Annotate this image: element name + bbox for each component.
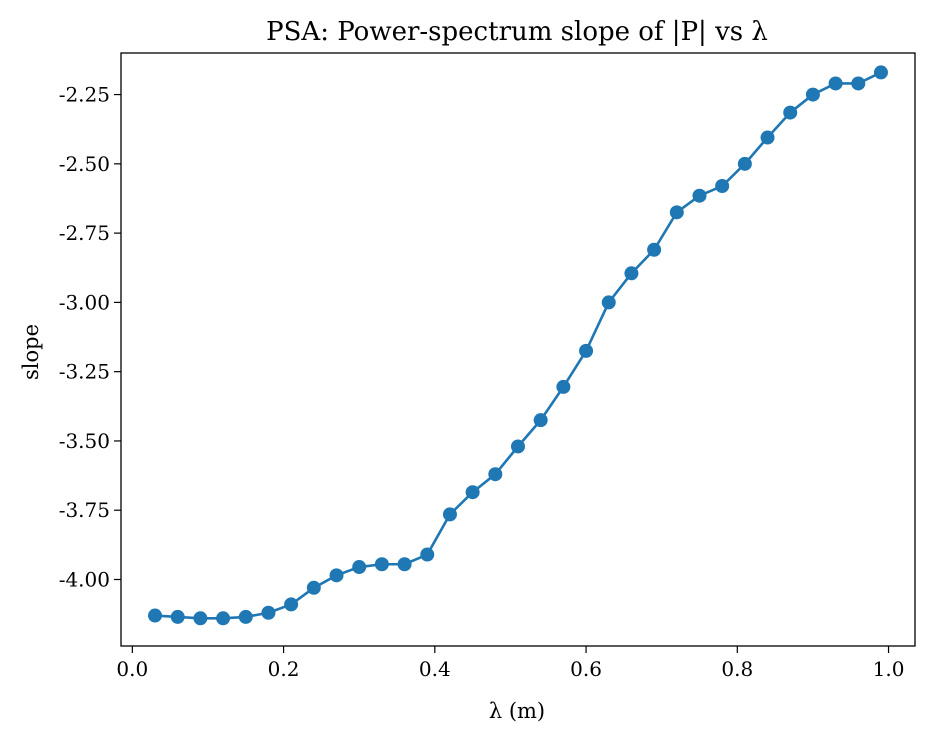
data-point	[805, 87, 820, 102]
y-tick-label: -3.50	[59, 429, 110, 453]
y-tick-label: -3.75	[59, 498, 110, 522]
data-point	[442, 507, 457, 522]
y-tick-label: -4.00	[59, 567, 110, 591]
data-point	[261, 605, 276, 620]
data-point	[828, 76, 843, 91]
data-point	[216, 611, 231, 626]
data-point	[624, 266, 639, 281]
y-tick-label: -2.25	[59, 83, 110, 107]
data-point	[511, 439, 525, 454]
plot-area: 0.0 0.2 0.4 0.6 0.8 1.0 -4.00 -3.75 -3.50 -3.25 -3…	[59, 52, 916, 681]
y-tick-label: -2.50	[59, 152, 110, 176]
data-point	[760, 130, 775, 145]
x-tick-label: 0.0	[116, 657, 148, 681]
data-point	[352, 560, 367, 575]
data-point	[284, 597, 299, 612]
chart-title: PSA: Power-spectrum slope of |P| vs λ	[266, 17, 768, 47]
data-point	[397, 557, 412, 572]
data-point	[374, 557, 389, 572]
data-point	[306, 580, 321, 595]
data-point	[783, 105, 798, 120]
y-tick-label: -3.00	[59, 290, 110, 314]
data-point	[533, 413, 548, 428]
data-point	[465, 485, 480, 500]
data-point	[692, 188, 707, 203]
data-point	[556, 379, 571, 394]
x-axis-label: λ (m)	[489, 699, 545, 723]
data-point	[715, 179, 730, 194]
data-point	[170, 609, 185, 624]
data-point	[238, 609, 253, 624]
x-tick-label: 0.8	[721, 657, 753, 681]
y-axis-label: slope	[19, 324, 43, 380]
data-point	[737, 156, 752, 171]
x-tick-label: 0.2	[268, 657, 300, 681]
data-point	[669, 205, 684, 220]
y-tick-label: -3.25	[59, 360, 110, 384]
series-line	[154, 71, 882, 620]
data-point	[579, 343, 594, 358]
y-tick-label: -2.75	[59, 221, 110, 245]
data-point	[601, 295, 616, 310]
axes-frame	[120, 52, 916, 647]
x-tick-label: 0.4	[419, 657, 451, 681]
data-point	[329, 568, 344, 583]
data-point	[647, 242, 662, 257]
data-point	[873, 65, 888, 80]
data-point	[488, 467, 503, 482]
data-point	[148, 608, 163, 623]
data-point	[420, 547, 435, 562]
data-point	[193, 611, 208, 626]
data-point	[851, 76, 866, 91]
x-tick-label: 0.6	[570, 657, 602, 681]
x-tick-label: 1.0	[873, 657, 905, 681]
